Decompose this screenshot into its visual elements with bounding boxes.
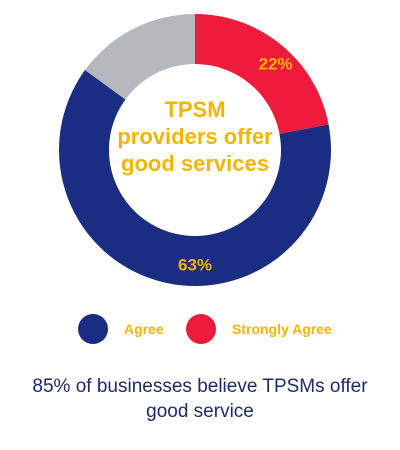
legend-label-agree: Agree <box>124 321 164 337</box>
chart-title: TPSM providers offer good services <box>117 97 273 176</box>
slice-other <box>84 14 195 100</box>
legend-item-strongly-agree: Strongly Agree <box>186 312 332 346</box>
legend-swatch-agree <box>78 314 108 344</box>
donut-chart: 22% 63% <box>58 14 331 286</box>
slice-label-strongly-agree: 22% <box>259 55 293 74</box>
slice-label-agree: 63% <box>178 255 212 274</box>
legend: Agree Strongly Agree <box>0 312 400 346</box>
legend-swatch-strongly-agree <box>186 314 216 344</box>
slice-strongly-agree <box>195 14 329 134</box>
slice-agree <box>58 70 331 286</box>
legend-item-agree: Agree <box>78 312 164 346</box>
legend-label-strongly-agree: Strongly Agree <box>232 321 332 337</box>
caption: 85% of businesses believe TPSMs offer go… <box>32 376 368 422</box>
